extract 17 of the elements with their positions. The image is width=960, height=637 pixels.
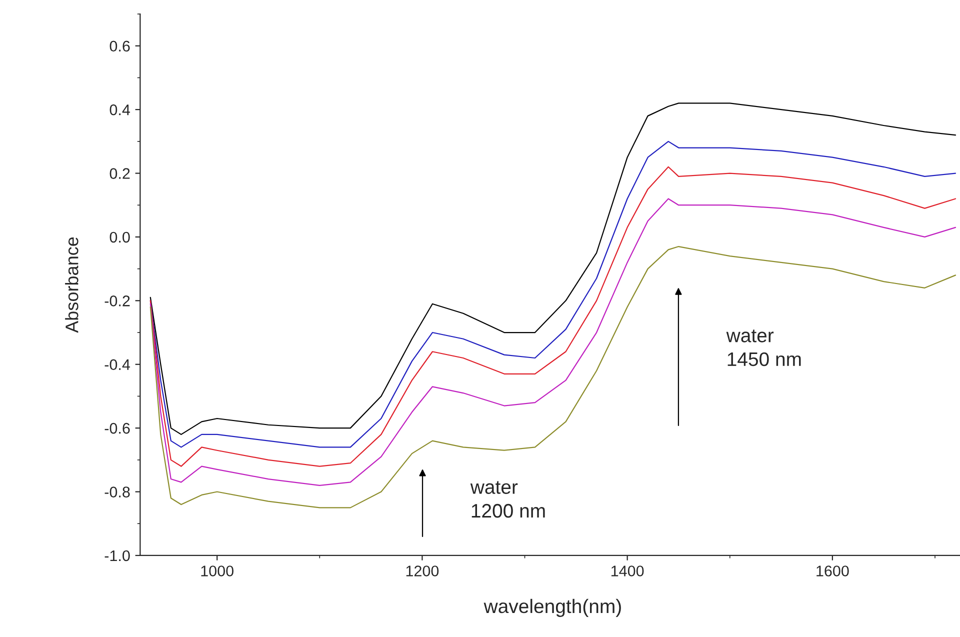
x-tick-label: 1000 — [201, 566, 234, 576]
y-tick-label: -0.6 — [104, 422, 130, 434]
annotation: water 1450 nm — [726, 330, 801, 366]
y-tick-label: -0.2 — [104, 296, 130, 306]
annotation: water 1200 nm — [470, 481, 545, 518]
y-tick-label: 0.0 — [110, 232, 130, 243]
x-axis-title: wavelength(nm) — [484, 598, 621, 617]
x-tick-label: 1400 — [611, 566, 644, 576]
y-tick-label: -0.8 — [104, 486, 130, 498]
x-tick-label: 1600 — [816, 566, 849, 576]
x-tick-label: 1200 — [406, 566, 439, 576]
y-tick-label: 0.2 — [110, 168, 130, 179]
y-axis-title: Absorbance — [65, 237, 78, 333]
y-tick-label: 0.4 — [110, 104, 130, 116]
y-tick-label: -1.0 — [104, 550, 130, 562]
y-tick-label: 0.6 — [110, 40, 130, 52]
y-tick-label: -0.4 — [104, 359, 130, 370]
